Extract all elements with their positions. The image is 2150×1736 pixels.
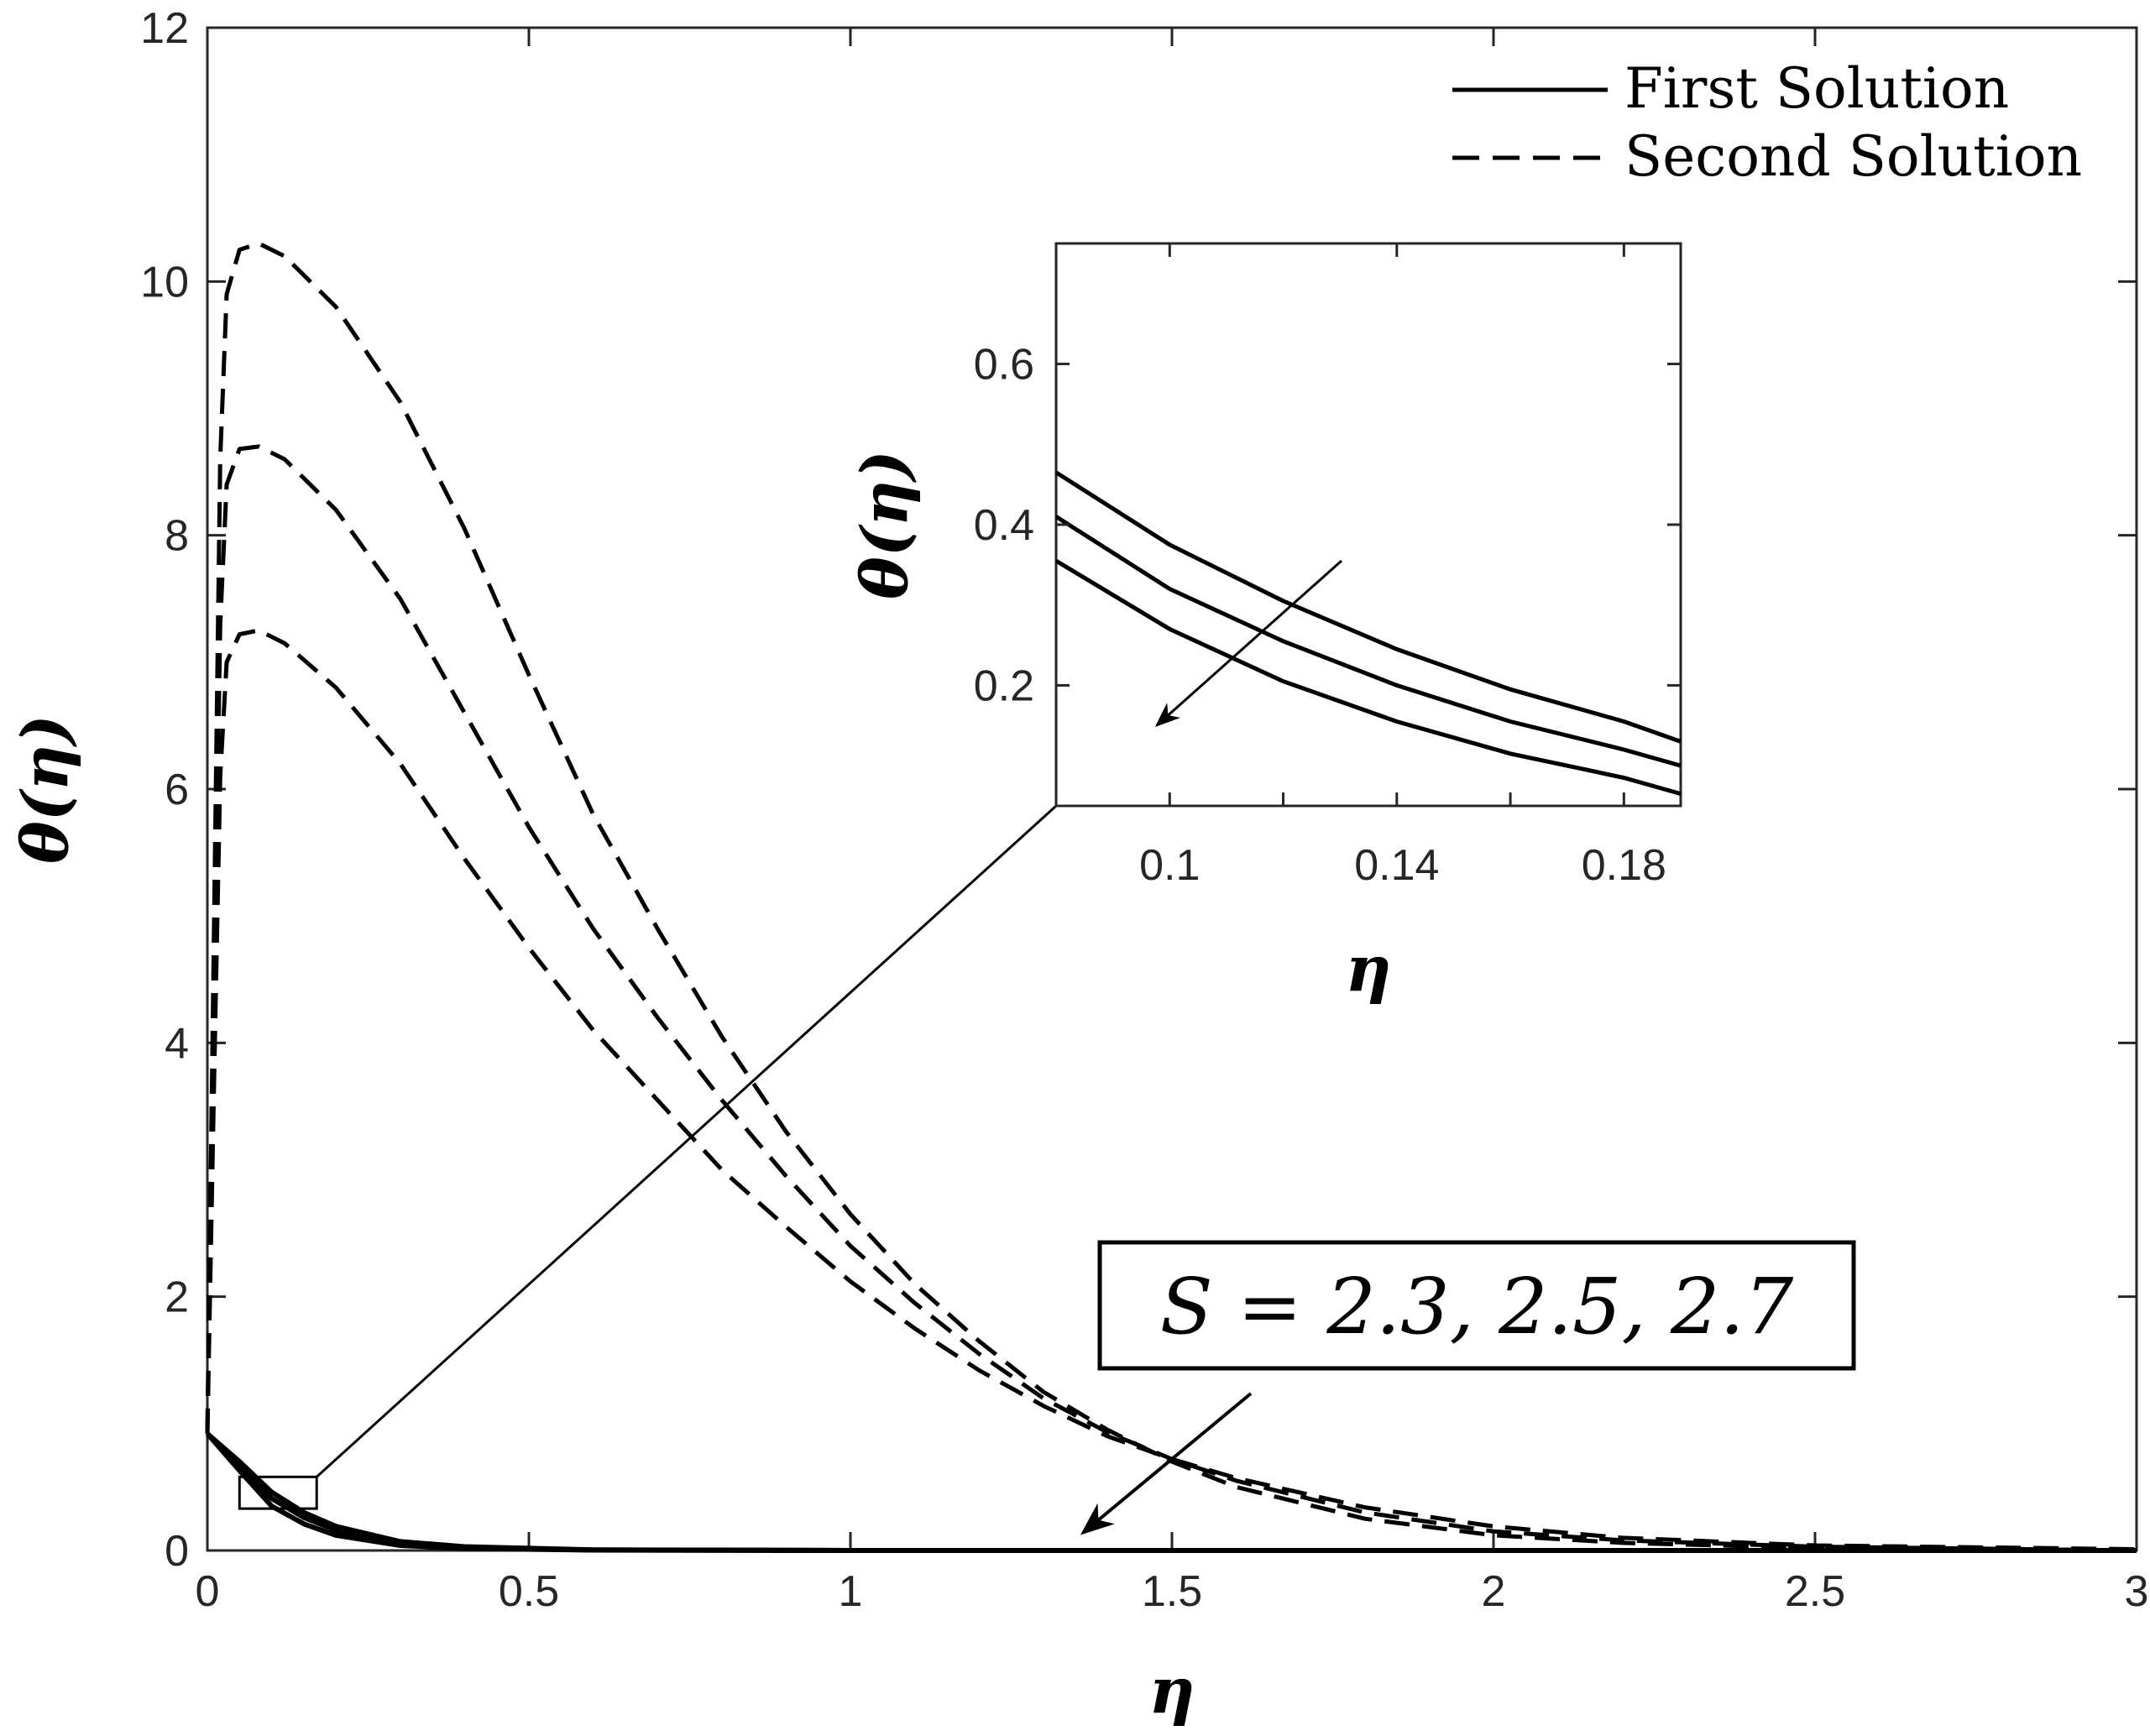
inset-plot: 0.1 0.14 0.18 0.2 0.4 0.6 η θ(η) xyxy=(847,242,1682,1006)
inset-y-tick-label: 0.6 xyxy=(974,341,1034,390)
series-line-dashed xyxy=(205,628,2137,1551)
inset-y-axis-label: θ(η) xyxy=(847,450,922,599)
legend-label-second: Second Solution xyxy=(1624,124,2082,189)
annotation-arrow xyxy=(1080,1392,1253,1535)
y-tick-label: 4 xyxy=(165,1019,189,1068)
x-tick-label: 0.5 xyxy=(499,1567,559,1616)
zoom-box xyxy=(238,1475,318,1510)
annotation: S = 2.3, 2.5, 2.7 xyxy=(1080,1240,1856,1535)
annotation-text: S = 2.3, 2.5, 2.7 xyxy=(1160,1262,1794,1352)
y-tick-label: 0 xyxy=(165,1527,189,1576)
x-axis-label: η xyxy=(1148,1653,1195,1728)
inset-y-tick-label: 0.4 xyxy=(974,501,1034,550)
x-tick-label: 1 xyxy=(839,1567,863,1616)
legend-label-first: First Solution xyxy=(1624,56,2009,121)
zoom-connector xyxy=(316,804,1058,1478)
inset-x-tick-label: 0.18 xyxy=(1582,841,1666,890)
y-tick-label: 2 xyxy=(165,1273,189,1322)
series-line-solid xyxy=(205,1431,2137,1553)
y-tick-label: 6 xyxy=(165,766,189,814)
zoom-callout xyxy=(238,804,1058,1510)
x-tick-label: 0 xyxy=(196,1567,220,1616)
inset-frame xyxy=(1054,242,1682,808)
y-tick-label: 10 xyxy=(140,258,189,306)
inset-series-line xyxy=(1054,558,1682,797)
y-tick-label: 12 xyxy=(140,4,189,53)
inset-x-tick-label: 0.1 xyxy=(1139,841,1200,890)
series-line-dashed xyxy=(205,444,2137,1553)
x-tick-label: 1.5 xyxy=(1142,1567,1202,1616)
y-axis-label: θ(η) xyxy=(8,714,82,864)
x-tick-label: 2.5 xyxy=(1785,1567,1845,1616)
x-tick-label: 2 xyxy=(1482,1567,1506,1616)
inset-x-tick-label: 0.14 xyxy=(1354,841,1439,890)
annotation-box xyxy=(1097,1240,1856,1371)
inset-arrow xyxy=(1154,559,1342,727)
inset-x-axis-label: η xyxy=(1345,931,1391,1006)
inset-series-line xyxy=(1054,470,1682,744)
y-tick-label: 8 xyxy=(165,512,189,561)
legend: First Solution Second Solution xyxy=(1452,56,2082,189)
main-series xyxy=(205,241,2137,1553)
x-tick-label: 3 xyxy=(2125,1567,2149,1616)
series-line-dashed xyxy=(205,241,2137,1553)
inset-series-line xyxy=(1054,515,1682,768)
inset-y-tick-label: 0.2 xyxy=(974,661,1034,710)
